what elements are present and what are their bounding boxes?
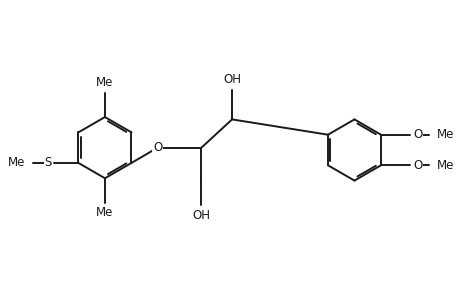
- Text: Me: Me: [96, 76, 113, 89]
- Text: Me: Me: [436, 128, 453, 141]
- Text: OH: OH: [223, 74, 241, 86]
- Text: O: O: [153, 141, 162, 154]
- Text: Me: Me: [436, 159, 453, 172]
- Text: O: O: [412, 159, 421, 172]
- Text: OH: OH: [192, 209, 210, 222]
- Text: O: O: [412, 128, 421, 141]
- Text: Me: Me: [96, 206, 113, 220]
- Text: S: S: [45, 156, 52, 170]
- Text: Me: Me: [8, 156, 26, 170]
